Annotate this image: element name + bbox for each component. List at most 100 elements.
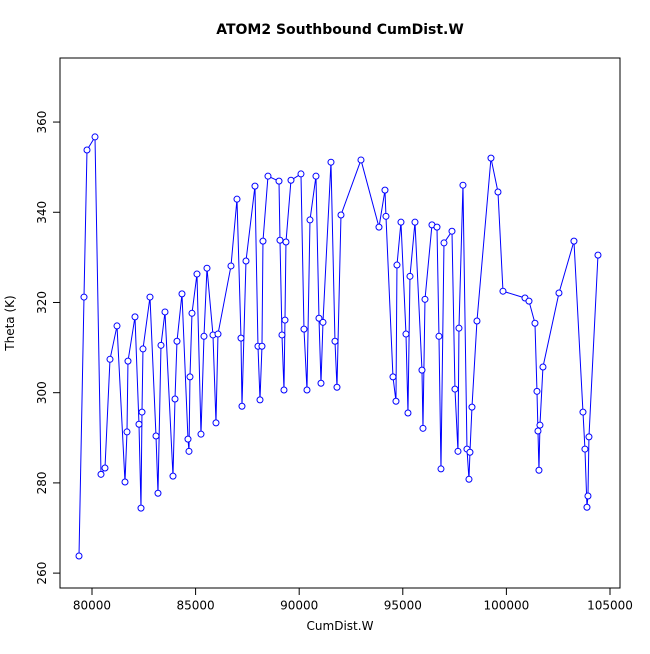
- data-point: [276, 236, 284, 244]
- x-tick-label: 80000: [73, 599, 111, 613]
- data-point: [214, 330, 222, 338]
- data-point: [418, 366, 426, 374]
- data-point: [258, 342, 266, 350]
- chart-title: ATOM2 Southbound CumDist.W: [216, 22, 464, 38]
- data-point: [535, 466, 543, 474]
- x-tick-label: 105000: [587, 599, 633, 613]
- data-point: [411, 218, 419, 226]
- y-tick-label: 320: [35, 291, 49, 314]
- x-axis-label: CumDist.W: [307, 619, 374, 633]
- data-point: [454, 447, 462, 455]
- data-point: [337, 211, 345, 219]
- data-point: [327, 158, 335, 166]
- data-point: [80, 293, 88, 301]
- data-point: [406, 272, 414, 280]
- y-tick-label: 340: [35, 201, 49, 224]
- data-point: [157, 341, 165, 349]
- x-tick-label: 100000: [483, 599, 529, 613]
- data-point: [455, 324, 463, 332]
- data-point: [421, 295, 429, 303]
- data-point: [594, 251, 602, 259]
- data-point: [312, 172, 320, 180]
- data-point: [186, 373, 194, 381]
- data-point: [357, 156, 365, 164]
- data-point: [382, 212, 390, 220]
- data-point: [178, 290, 186, 298]
- data-point: [466, 448, 474, 456]
- data-point: [303, 386, 311, 394]
- data-point: [152, 432, 160, 440]
- data-point: [237, 334, 245, 342]
- data-point: [287, 176, 295, 184]
- data-point: [139, 345, 147, 353]
- data-point: [306, 216, 314, 224]
- data-point: [173, 337, 181, 345]
- data-point: [238, 402, 246, 410]
- data-point: [468, 403, 476, 411]
- data-point: [297, 170, 305, 178]
- data-point: [487, 154, 495, 162]
- data-point: [331, 337, 339, 345]
- data-point: [319, 318, 327, 326]
- data-point: [392, 397, 400, 405]
- data-point: [278, 331, 286, 339]
- data-point: [419, 424, 427, 432]
- data-point: [499, 287, 507, 295]
- data-point: [171, 395, 179, 403]
- data-point: [83, 146, 91, 154]
- data-point: [534, 427, 542, 435]
- data-point: [200, 332, 208, 340]
- data-point: [381, 186, 389, 194]
- data-point: [280, 386, 288, 394]
- data-point: [256, 396, 264, 404]
- data-point: [536, 421, 544, 429]
- data-point: [585, 433, 593, 441]
- data-point: [555, 289, 563, 297]
- y-tick-label: 280: [35, 471, 49, 494]
- data-point: [281, 316, 289, 324]
- y-axis-label: Theta (K): [3, 295, 17, 351]
- data-point: [465, 475, 473, 483]
- x-tick-label: 95000: [384, 599, 422, 613]
- data-point: [91, 133, 99, 141]
- x-tick-label: 90000: [280, 599, 318, 613]
- data-point: [169, 472, 177, 480]
- data-point: [282, 238, 290, 246]
- data-point: [242, 257, 250, 265]
- data-point: [137, 504, 145, 512]
- data-point: [581, 445, 589, 453]
- data-point: [533, 387, 541, 395]
- data-point: [539, 363, 547, 371]
- y-tick-label: 360: [35, 111, 49, 134]
- data-point: [154, 489, 162, 497]
- data-point: [570, 237, 578, 245]
- data-point: [440, 239, 448, 247]
- data-point: [161, 308, 169, 316]
- data-point: [459, 181, 467, 189]
- data-point: [397, 218, 405, 226]
- data-point: [251, 182, 259, 190]
- data-point: [135, 420, 143, 428]
- data-point: [375, 223, 383, 231]
- data-point: [113, 322, 121, 330]
- data-point: [404, 409, 412, 417]
- data-point: [275, 177, 283, 185]
- data-point: [300, 325, 308, 333]
- y-tick-label: 300: [35, 381, 49, 404]
- data-point: [435, 332, 443, 340]
- data-point: [233, 195, 241, 203]
- data-point: [97, 470, 105, 478]
- data-point: [124, 357, 132, 365]
- data-point: [106, 355, 114, 363]
- data-point: [525, 297, 533, 305]
- data-point: [393, 261, 401, 269]
- data-point: [451, 385, 459, 393]
- y-tick-label: 260: [35, 562, 49, 585]
- data-point: [473, 317, 481, 325]
- data-point: [227, 262, 235, 270]
- data-point: [389, 373, 397, 381]
- data-point: [259, 237, 267, 245]
- data-point: [75, 552, 83, 560]
- data-point: [101, 464, 109, 472]
